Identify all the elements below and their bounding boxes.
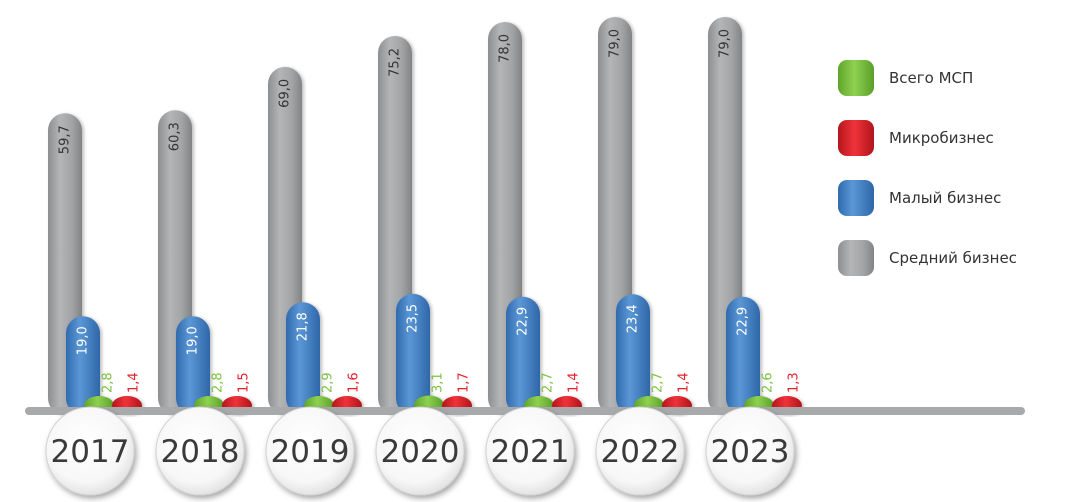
label-small-2018: 19,0: [186, 326, 201, 355]
legend-swatch-micro: [838, 120, 874, 156]
bar-small-2021: [506, 296, 540, 415]
year-badge-2018: [155, 406, 245, 496]
year-label-2021: 2021: [491, 434, 570, 470]
label-total-2017: 2,8: [101, 372, 116, 393]
legend-swatch-medium: [838, 240, 874, 276]
year-badge-2022: [595, 406, 685, 496]
legend-swatch-small: [838, 180, 874, 216]
label-total-2022: 2,7: [651, 372, 666, 393]
label-medium-2022: 79,0: [608, 29, 623, 58]
label-medium-2017: 59,7: [58, 125, 73, 154]
label-small-2017: 19,0: [76, 326, 91, 355]
label-medium-2023: 79,0: [718, 29, 733, 58]
legend-label-total: Всего МСП: [889, 69, 973, 87]
label-small-2022: 23,4: [626, 304, 641, 333]
year-label-2019: 2019: [271, 434, 350, 470]
bars-layer: 59,7 19,0 2,8 1,4 60,3 19,0 2,8 1,5 69,0 21,8 2,9 1…: [48, 16, 802, 416]
year-badge-2023: [705, 406, 795, 496]
label-total-2018: 2,8: [211, 372, 226, 393]
bar-small-2022: [616, 294, 650, 415]
label-medium-2018: 60,3: [168, 122, 183, 151]
bar-small-2023: [726, 296, 760, 415]
label-micro-2017: 1,4: [127, 372, 142, 393]
year-badge-2017: [45, 406, 135, 496]
label-total-2021: 2,7: [541, 372, 556, 393]
label-total-2020: 3,1: [431, 372, 446, 393]
label-medium-2020: 75,2: [388, 48, 403, 77]
bar-small-2019: [286, 302, 320, 415]
years-layer: 2017 2018 2019 2020 2021 2022 2023: [45, 406, 795, 496]
label-micro-2019: 1,6: [347, 372, 362, 393]
legend-swatch-total: [838, 60, 874, 96]
label-medium-2021: 78,0: [498, 34, 513, 63]
year-label-2023: 2023: [711, 434, 790, 470]
label-small-2019: 21,8: [296, 312, 311, 341]
year-badge-2021: [485, 406, 575, 496]
year-label-2020: 2020: [381, 434, 460, 470]
label-total-2023: 2,6: [761, 372, 776, 393]
label-medium-2019: 69,0: [278, 79, 293, 108]
legend-label-small: Малый бизнес: [889, 189, 1001, 207]
year-label-2018: 2018: [161, 434, 240, 470]
year-label-2017: 2017: [51, 434, 130, 470]
label-micro-2022: 1,4: [677, 372, 692, 393]
label-total-2019: 2,9: [321, 372, 336, 393]
label-micro-2023: 1,3: [787, 372, 802, 393]
legend: Всего МСП Микробизнес Малый бизнес Средний …: [838, 60, 1017, 276]
bar-small-2020: [396, 293, 430, 415]
year-badge-2020: [375, 406, 465, 496]
year-label-2022: 2022: [601, 434, 680, 470]
bar-small-2017: [66, 316, 100, 415]
legend-label-micro: Микробизнес: [889, 129, 994, 147]
label-micro-2020: 1,7: [457, 372, 472, 393]
label-micro-2021: 1,4: [567, 372, 582, 393]
label-small-2023: 22,9: [736, 307, 751, 336]
legend-label-medium: Средний бизнес: [889, 249, 1017, 267]
year-badge-2019: [265, 406, 355, 496]
label-micro-2018: 1,5: [237, 372, 252, 393]
label-small-2021: 22,9: [516, 307, 531, 336]
label-small-2020: 23,5: [406, 304, 421, 333]
bar-small-2018: [176, 316, 210, 415]
